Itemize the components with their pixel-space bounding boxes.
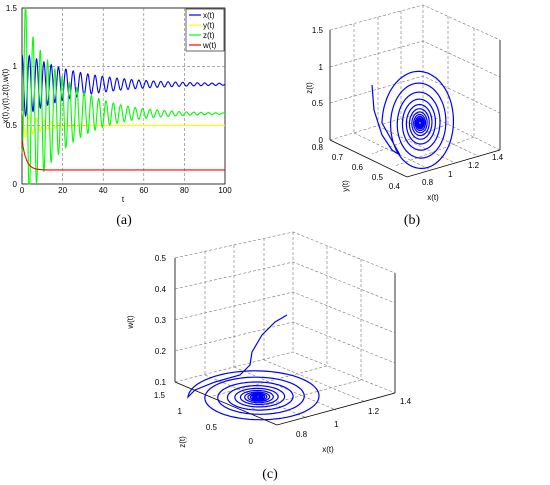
a-legend-label-w: w(t) <box>202 41 217 50</box>
b-xtick-2: 1.2 <box>468 161 480 170</box>
a-ytick-0: 0 <box>13 180 18 189</box>
c-ztick-1: 0.2 <box>155 347 167 356</box>
panel-label-c: (c) <box>262 467 278 482</box>
c-box3d <box>174 231 396 426</box>
a-xtick-3: 60 <box>139 186 148 195</box>
panel-a: 0 0.5 1 1.5 0 20 40 60 80 100 t x(t),y(t… <box>1 4 232 228</box>
b-xtick-1: 1 <box>448 170 453 179</box>
a-legend: x(t) y(t) z(t) w(t) <box>185 8 225 52</box>
b-ytick-4: 0.8 <box>312 143 324 152</box>
a-legend-label-y: y(t) <box>203 21 215 30</box>
b-floor-grid-4 <box>371 123 449 155</box>
b-ztick-3: 1.5 <box>312 26 324 35</box>
c-floor-grid-2 <box>233 366 337 411</box>
b-ztick-2: 1 <box>319 63 324 72</box>
b-floor-grid-3 <box>400 118 479 157</box>
b-ytick-0: 0.4 <box>389 182 401 191</box>
panel-label-a: (a) <box>116 213 132 228</box>
c-trajectory <box>187 314 320 421</box>
a-xtick-2: 40 <box>99 186 108 195</box>
c-xtick-1: 1 <box>334 420 339 429</box>
a-xtick-0: 0 <box>20 186 25 195</box>
b-ytick-3: 0.7 <box>332 153 344 162</box>
b-xtick-3: 1.4 <box>492 153 504 162</box>
plot-a-series <box>21 7 226 185</box>
a-series-wt <box>21 139 225 171</box>
b-box3d <box>329 4 501 178</box>
a-ytick-1: 0.5 <box>6 121 18 130</box>
a-xtick-1: 20 <box>58 186 67 195</box>
b-zlabel: z(t) <box>305 82 314 94</box>
b-wall-grid-2 <box>329 75 501 114</box>
b-xlabel: x(t) <box>427 193 439 202</box>
c-ytick-3: 1.5 <box>154 391 166 400</box>
b-ztick-1: 0.5 <box>312 99 324 108</box>
c-ylabel: z(t) <box>178 436 187 448</box>
c-xlabel: x(t) <box>322 445 334 454</box>
a-series-yt <box>21 110 225 138</box>
b-ztick-0: 0 <box>319 136 324 145</box>
b-trajectory <box>371 70 454 169</box>
a-xtick-4: 80 <box>180 186 189 195</box>
c-wall-grid-1 <box>174 261 396 304</box>
b-floor-grid-1 <box>353 132 432 171</box>
plot-a-frame <box>21 7 226 185</box>
a-xlabel: t <box>122 195 125 204</box>
b-ytick-2: 0.6 <box>352 163 364 172</box>
b-wall-grid-1 <box>329 40 501 78</box>
panel-label-b: (b) <box>404 213 421 228</box>
a-ylabel: x(t),y(t),z(t),w(t) <box>1 68 10 123</box>
panel-c: 0.1 0.2 0.3 0.4 0.5 w(t) 1.5 1 0.5 0 z(t… <box>126 231 412 482</box>
a-ytick-2: 1 <box>13 62 18 71</box>
c-xtick-2: 1.2 <box>368 407 380 416</box>
c-floor-grid-5 <box>242 379 362 412</box>
c-ztick-4: 0.5 <box>155 254 167 263</box>
a-xtick-5: 100 <box>218 186 232 195</box>
c-wall-grid-3 <box>174 321 396 364</box>
c-ytick-1: 0.5 <box>206 423 218 432</box>
c-top-back <box>174 231 396 274</box>
c-wall-grid-2 <box>174 291 396 334</box>
b-ylabel: y(t) <box>341 180 350 192</box>
c-floor-grid-3 <box>263 359 367 403</box>
panel-b: 0 0.5 1 1.5 z(t) 0.8 0.7 0.6 0.5 0.4 y(t… <box>305 4 504 228</box>
a-legend-label-z: z(t) <box>203 31 215 40</box>
a-series-zt <box>21 7 226 185</box>
c-xtick-3: 1.4 <box>400 397 412 406</box>
b-floor-front <box>329 139 501 178</box>
c-floor-grid-4 <box>208 365 328 398</box>
b-floor-back <box>329 111 501 151</box>
c-zlabel: w(t) <box>126 315 135 330</box>
c-ztick-2: 0.3 <box>155 316 167 325</box>
c-ytick-2: 1 <box>178 407 183 416</box>
a-ytick-3: 1.5 <box>6 4 18 13</box>
a-legend-box <box>185 8 225 52</box>
a-legend-label-x: x(t) <box>203 11 215 20</box>
b-ytick-1: 0.5 <box>372 173 384 182</box>
c-ztick-0: 0.1 <box>155 378 167 387</box>
c-floor-front <box>174 381 396 426</box>
b-top-back <box>329 4 501 41</box>
c-ztick-3: 0.4 <box>155 285 167 294</box>
c-xtick-0: 0.8 <box>296 430 308 439</box>
c-ytick-0: 0 <box>249 437 254 446</box>
a-series-xt <box>21 54 226 118</box>
b-xtick-0: 0.8 <box>422 178 434 187</box>
